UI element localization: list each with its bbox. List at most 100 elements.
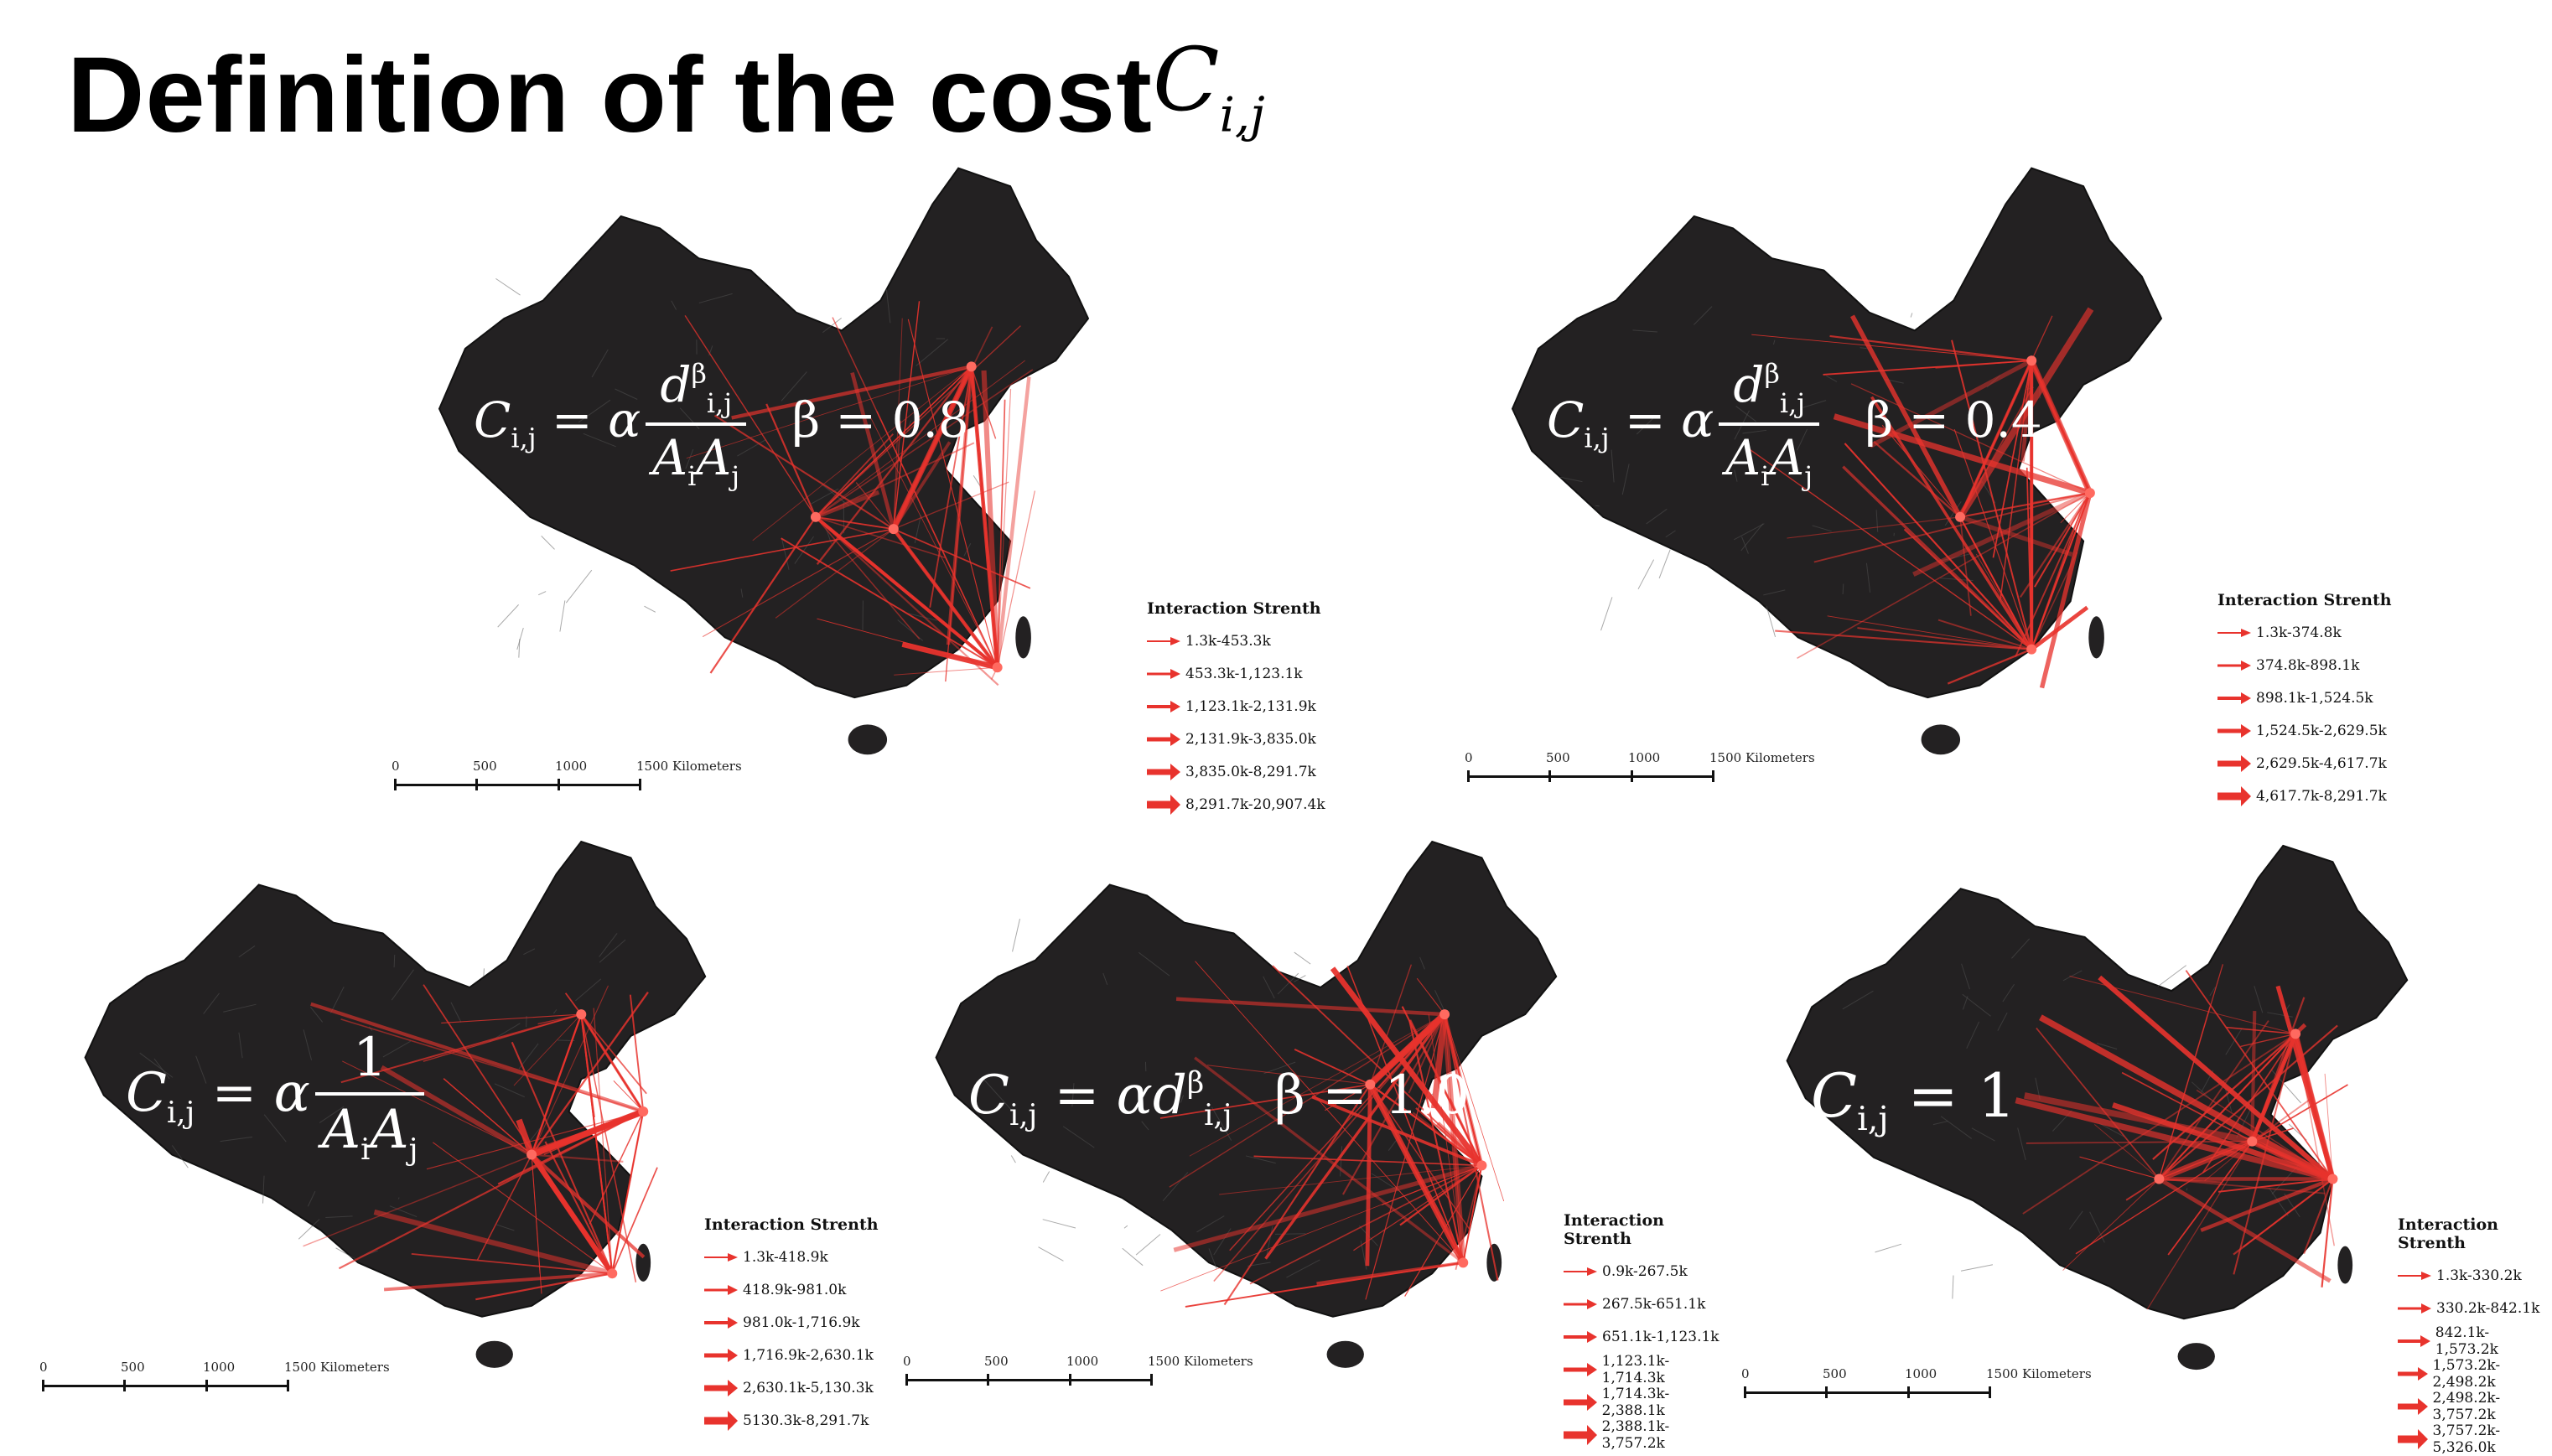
map-panel-4: Ci,j = αdβi,j β = 1.0 Interaction Strent… (893, 830, 1731, 1417)
legend-arrow-icon (704, 1347, 738, 1364)
scale-label: 1500 Kilometers (1986, 1366, 2092, 1381)
province-border (1011, 1156, 1015, 1163)
legend-title-2: Interaction Strenth (2217, 591, 2392, 609)
legend-item: 2,388.1k-3,757.2k (1564, 1418, 1731, 1451)
legend-item: 418.9k-981.0k (704, 1273, 879, 1306)
hainan-island (1922, 724, 1960, 754)
legend-label: 5130.3k-8,291.7k (743, 1412, 869, 1429)
hub-node (576, 1009, 586, 1019)
province-border (1638, 560, 1654, 589)
legend-arrow-icon (2398, 1334, 2430, 1349)
scale-label: 500 (1546, 750, 1570, 765)
hub-node (1476, 1160, 1486, 1170)
legend-label: 1,123.1k-1,714.3k (1602, 1353, 1731, 1386)
legend-item: 842.1k-1,573.2k (2398, 1324, 2549, 1357)
legend-label: 1,123.1k-2,131.9k (1185, 698, 1316, 715)
scale-line (905, 1379, 1153, 1381)
hub-node (607, 1268, 617, 1278)
hub-node (993, 662, 1003, 672)
legend-label: 330.2k-842.1k (2436, 1300, 2539, 1317)
scale-line (1744, 1391, 1991, 1394)
scale-label: 1000 (555, 759, 587, 774)
slide-title: Definition of the cost (67, 34, 1153, 157)
hub-node (2290, 1029, 2300, 1039)
scale-label: 0 (392, 759, 400, 774)
hub-node (2026, 645, 2036, 655)
province-border (498, 604, 519, 627)
legend-arrow-icon (2398, 1270, 2431, 1282)
hub-node (1955, 512, 1965, 522)
hub-node (2085, 488, 2095, 498)
legend-arrow-icon (1564, 1423, 1597, 1447)
map-panel-5: Ci,j = 1 Interaction Strenth 1.3k-330.2k… (1744, 834, 2549, 1418)
legend-label: 1,714.3k-2,388.1k (1602, 1386, 1731, 1419)
legend-item: 2,131.9k-3,835.0k (1147, 723, 1325, 755)
legend-label: 267.5k-651.1k (1602, 1296, 1705, 1313)
taiwan-island (2337, 1246, 2352, 1284)
title-symbol-base: C (1153, 28, 1220, 131)
legend-arrow-icon (1564, 1361, 1597, 1378)
legend-item: 1,714.3k-2,388.1k (1564, 1386, 1731, 1418)
legend-label: 418.9k-981.0k (743, 1282, 846, 1298)
legend-title-1: Interaction Strenth (1147, 599, 1325, 618)
legend-label: 4,617.7k-8,291.7k (2256, 788, 2387, 805)
legend-arrow-icon (2217, 723, 2251, 739)
legend-title-3: Interaction Strenth (704, 1215, 879, 1234)
province-border (644, 606, 655, 612)
legend-arrow-icon (1564, 1298, 1597, 1311)
legend-item: 374.8k-898.1k (2217, 649, 2392, 681)
province-border (1013, 919, 1020, 951)
legend-arrow-icon (2217, 691, 2251, 706)
legend-label: 8,291.7k-20,907.4k (1185, 796, 1325, 813)
legend-item: 2,498.2k-3,757.2k (2398, 1390, 2549, 1422)
legend-item: 8,291.7k-20,907.4k (1147, 788, 1325, 821)
province-border (1843, 584, 1844, 594)
legend-item: 1,573.2k-2,498.2k (2398, 1357, 2549, 1390)
hub-node (2154, 1174, 2164, 1184)
scale-line (42, 1385, 289, 1387)
scale-label: 500 (1823, 1366, 1847, 1381)
legend-item: 1.3k-330.2k (2398, 1259, 2549, 1292)
legend-item: 330.2k-842.1k (2398, 1292, 2549, 1324)
province-border (517, 628, 523, 650)
province-border (538, 592, 546, 595)
province-border (1294, 952, 1310, 964)
scale-line (1467, 775, 1714, 778)
hainan-island (1327, 1341, 1364, 1368)
legend-arrow-icon (1147, 793, 1180, 816)
taiwan-island (1015, 616, 1031, 658)
province-border (495, 278, 520, 295)
legend-item: 267.5k-651.1k (1564, 1288, 1731, 1320)
legend-arrow-icon (704, 1283, 738, 1297)
province-border (1039, 1247, 1064, 1262)
legend-item: 1,524.5k-2,629.5k (2217, 714, 2392, 747)
legend-arrow-icon (1564, 1329, 1597, 1345)
legend-arrow-icon (1147, 635, 1180, 647)
legend-label: 1.3k-330.2k (2436, 1267, 2522, 1284)
hub-node (889, 524, 899, 534)
scale-label: 1500 Kilometers (1709, 750, 1815, 765)
province-border (1124, 1225, 1128, 1228)
hub-node (1439, 1009, 1450, 1019)
legend-item: 4,617.7k-8,291.7k (2217, 780, 2392, 812)
taiwan-island (2088, 616, 2104, 658)
legend-item: 651.1k-1,123.1k (1564, 1320, 1731, 1353)
formula-5: Ci,j = 1 (1811, 1060, 2016, 1138)
province-border (542, 536, 555, 549)
province-border (1043, 1220, 1076, 1228)
hainan-island (848, 724, 887, 754)
province-border (394, 955, 395, 967)
province-border (1601, 597, 1612, 630)
legend-arrow-icon (1564, 1392, 1597, 1412)
scale-label: 1500 Kilometers (636, 759, 742, 774)
legend-item: 0.9k-267.5k (1564, 1255, 1731, 1288)
legend-item: 1,716.9k-2,630.1k (704, 1339, 879, 1371)
province-border (1659, 549, 1670, 578)
